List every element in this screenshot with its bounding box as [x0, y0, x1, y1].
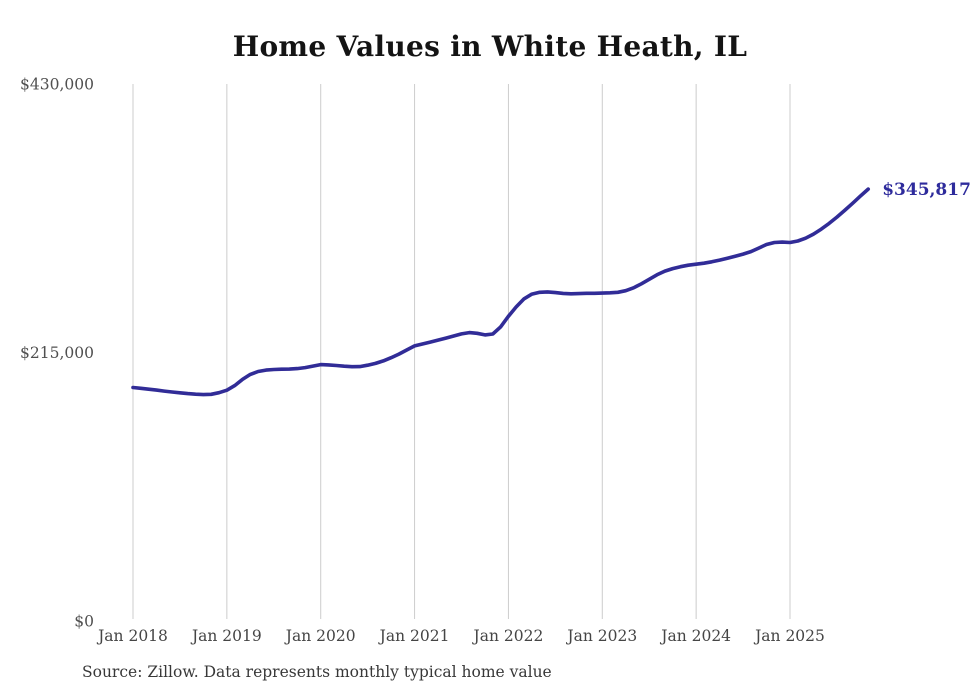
x-axis-labels: Jan 2018 Jan 2019 Jan 2020 Jan 2021 Jan 2022… [96, 627, 825, 645]
chart-title: Home Values in White Heath, IL [232, 30, 748, 63]
x-tick-label: Jan 2023 [565, 627, 637, 645]
x-tick-label: Jan 2021 [378, 627, 450, 645]
x-tick-label: Jan 2025 [753, 627, 825, 645]
gridlines [132, 84, 791, 619]
y-tick-label: $215,000 [20, 344, 94, 362]
source-note: Source: Zillow. Data represents monthly … [82, 663, 552, 681]
y-tick-label: $0 [74, 613, 94, 631]
x-tick-label: Jan 2018 [96, 627, 168, 645]
x-tick-label: Jan 2024 [659, 627, 731, 645]
y-tick-label: $430,000 [20, 76, 94, 94]
x-tick-label: Jan 2020 [284, 627, 356, 645]
x-tick-label: Jan 2022 [472, 627, 544, 645]
end-value-label: $345,817 [882, 180, 971, 200]
y-axis-labels: $430,000 $215,000 $0 [20, 76, 94, 631]
x-tick-label: Jan 2019 [190, 627, 262, 645]
value-line [131, 187, 871, 397]
